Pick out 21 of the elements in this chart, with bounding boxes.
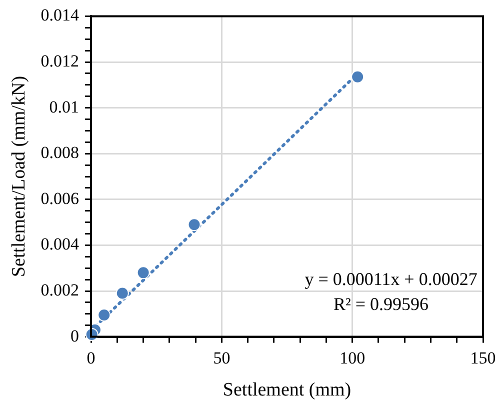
annotation: R² = 0.99596 (333, 294, 429, 314)
x-tick-label: 50 (213, 348, 230, 368)
y-axis-title: Settlement/Load (mm/kN) (8, 76, 30, 278)
y-tick-label: 0.002 (40, 280, 80, 300)
y-tick-label: 0.004 (40, 234, 80, 254)
point (351, 70, 364, 84)
y-tick-label: 0.01 (49, 97, 80, 116)
x-axis-title: Settlement (mm) (222, 380, 352, 401)
y-tick-label: 0.008 (40, 143, 80, 162)
annotation: y = 0.00011x + 0.00027 (304, 268, 478, 289)
y-tick-label: 0.006 (40, 188, 80, 208)
x-tick-label: 150 (470, 348, 496, 368)
y-tick-label: 0.012 (40, 51, 80, 70)
x-tick-label: 100 (340, 348, 366, 368)
x-tick-label: 0 (86, 348, 96, 368)
point (98, 308, 111, 322)
point (188, 218, 201, 232)
y-tick-label: 0 (70, 326, 80, 346)
point (116, 286, 129, 300)
y-tick-label: 0.014 (40, 6, 80, 25)
point (136, 266, 150, 280)
